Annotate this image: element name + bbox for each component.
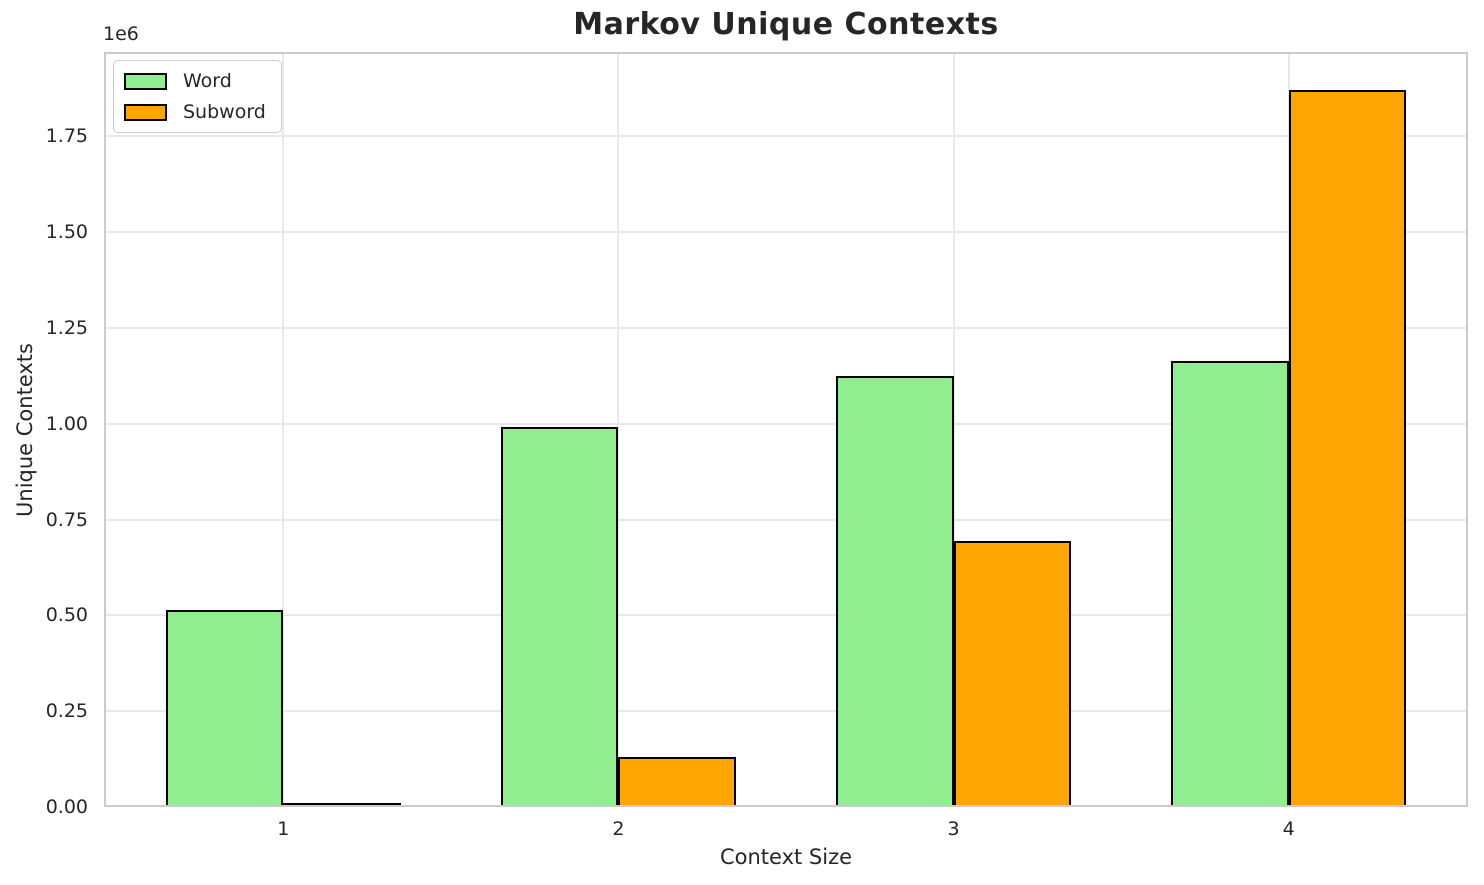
y-tick-1.00: 1.00 — [45, 412, 88, 435]
bar-word-2 — [501, 426, 619, 807]
gridline-y-1.25 — [104, 326, 1468, 329]
plot-area: Word Subword — [104, 52, 1468, 807]
y-tick-1.25: 1.25 — [45, 316, 88, 339]
word-series-swatch-icon — [124, 72, 167, 90]
y-tick-0.00: 0.00 — [45, 796, 88, 818]
legend-label-word: Word — [183, 70, 232, 92]
gridline-y-1.50 — [104, 231, 1468, 234]
subword-series-swatch-icon — [124, 103, 167, 121]
y-tick-1.75: 1.75 — [45, 125, 88, 148]
gridline-x-1 — [282, 52, 285, 807]
y-tick-0.50: 0.50 — [45, 604, 88, 627]
y-tick-0.25: 0.25 — [45, 700, 88, 723]
gridline-x-3 — [952, 52, 955, 807]
gridline-y-0.75 — [104, 518, 1468, 521]
x-tick-3: 3 — [947, 818, 960, 840]
bar-word-1 — [166, 609, 284, 807]
legend: Word Subword — [113, 60, 282, 133]
bar-subword-2 — [618, 757, 736, 807]
x-tick-2: 2 — [612, 818, 625, 840]
bar-subword-1 — [283, 803, 401, 807]
y-tick-0.75: 0.75 — [45, 508, 88, 531]
bar-word-4 — [1171, 360, 1289, 807]
gridline-y-0.25 — [104, 710, 1468, 713]
legend-item-subword: Subword — [124, 101, 266, 123]
y-axis-offset-text: 1e6 — [103, 23, 139, 45]
legend-label-subword: Subword — [183, 101, 266, 123]
bar-subword-4 — [1288, 90, 1406, 807]
gridline-y-1.00 — [104, 422, 1468, 425]
x-tick-1: 1 — [277, 818, 290, 840]
gridline-x-2 — [617, 52, 620, 807]
x-tick-4: 4 — [1282, 818, 1295, 840]
legend-item-word: Word — [124, 70, 266, 92]
bar-word-3 — [836, 375, 954, 807]
chart-title: Markov Unique Contexts — [573, 7, 999, 42]
gridline-y-1.75 — [104, 135, 1468, 138]
gridline-y-0.50 — [104, 614, 1468, 617]
bar-subword-3 — [953, 540, 1071, 807]
y-tick-1.50: 1.50 — [45, 221, 88, 244]
x-axis-label: Context Size — [719, 845, 853, 869]
